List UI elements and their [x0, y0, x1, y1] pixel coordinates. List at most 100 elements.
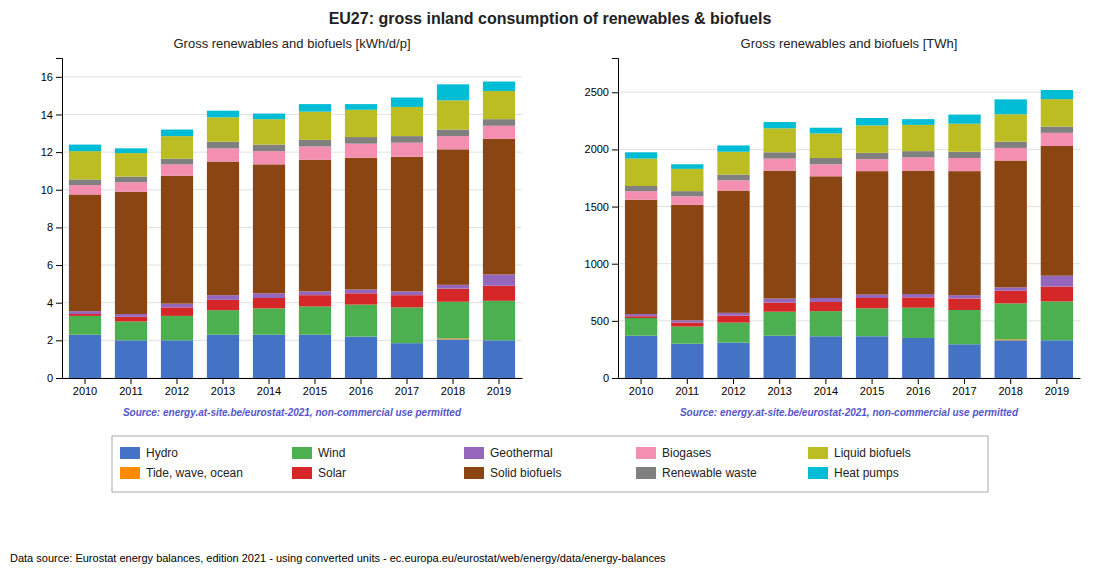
bar-segment [625, 191, 657, 200]
legend-swatch [120, 447, 140, 459]
tick: 2018 [441, 378, 465, 397]
legend-swatch [808, 467, 828, 479]
bar-segment [764, 299, 796, 303]
tick-label: 2016 [349, 385, 373, 397]
legend-label: Solid biofuels [490, 466, 561, 480]
chart-title: Gross renewables and biofuels [kWh/d/p] [173, 36, 410, 51]
tick-mark [56, 303, 62, 304]
bar-segment [995, 291, 1027, 304]
bar-segment [625, 152, 657, 158]
bar-segment [437, 136, 469, 149]
tick-mark [177, 378, 178, 384]
bar-segment [161, 159, 193, 165]
legend-swatch [120, 467, 140, 479]
bar-segment [995, 287, 1027, 290]
tick: 2018 [998, 378, 1022, 397]
bar-segment [810, 133, 842, 158]
tick-mark [56, 190, 62, 191]
bar-segment [671, 344, 703, 378]
bar-segment [902, 157, 934, 170]
grid-line [62, 76, 522, 77]
tick-label: 2016 [906, 385, 930, 397]
annotation: Source: energy.at-site.be/eurostat-2021,… [680, 407, 1019, 418]
bar-segment [625, 200, 657, 314]
tick-label: 2017 [395, 385, 419, 397]
bar-segment [717, 343, 749, 378]
legend-label: Tide, wave, ocean [146, 466, 243, 480]
legend-swatch [636, 467, 656, 479]
bar-segment [483, 82, 515, 91]
tick-label: 2011 [119, 385, 143, 397]
tick-label: 2015 [303, 385, 327, 397]
bar-segment [764, 159, 796, 171]
bar-segment [437, 285, 469, 289]
bar-segment [299, 140, 331, 147]
tick-mark [872, 378, 873, 384]
legend-item: Heat pumps [808, 466, 899, 480]
bar-segment [437, 84, 469, 100]
grid-line [618, 92, 1080, 93]
bar-segment [483, 91, 515, 119]
bar-segment [391, 143, 423, 157]
tick-mark [1056, 378, 1057, 384]
x-axis: 2010201120122013201420152016201720182019 [619, 378, 1081, 397]
tick: 2011 [675, 378, 699, 397]
bar-segment [948, 152, 980, 158]
bar-segment [671, 327, 703, 344]
bar-segment [948, 115, 980, 124]
bar-segment [764, 122, 796, 128]
bar-segment [253, 151, 285, 164]
bar-segment [1041, 301, 1073, 340]
bar-segment [717, 180, 749, 190]
bar-segment [717, 316, 749, 323]
bar-segment [391, 291, 423, 295]
tick: 2015 [303, 378, 327, 397]
tick-label: 2015 [860, 385, 884, 397]
bar-segment [1041, 146, 1073, 276]
legend-item: Renewable waste [636, 466, 757, 480]
bar-segment [483, 126, 515, 139]
tick: 1500 [585, 201, 618, 213]
bar-series [625, 90, 1073, 169]
legend-item: Tide, wave, ocean [120, 466, 243, 480]
bar-segment [115, 322, 147, 341]
bar-segment [717, 152, 749, 175]
bar-segment [69, 179, 101, 185]
tick-mark [612, 92, 618, 93]
tick: 2017 [395, 378, 419, 397]
bar-segment [207, 300, 239, 310]
tick-mark [779, 378, 780, 384]
tick-label: 2014 [257, 385, 281, 397]
tick-label: 2019 [487, 385, 511, 397]
legend: HydroTide, wave, oceanWindSolarGeotherma… [112, 436, 988, 492]
bar-segment [948, 158, 980, 171]
tick-mark [453, 378, 454, 384]
bar-segment [253, 145, 285, 152]
tick: 1000 [585, 258, 618, 270]
bar-segment [902, 297, 934, 307]
tick-label: 14 [41, 108, 53, 120]
bar-segment [345, 290, 377, 294]
bar-segment [115, 314, 147, 317]
tick: 4 [47, 297, 62, 309]
bar-segment [671, 191, 703, 196]
tick: 2000 [585, 143, 618, 155]
bar-segment [810, 302, 842, 311]
tick-mark [56, 265, 62, 266]
bar-segment [391, 157, 423, 292]
tick-label: 2013 [767, 385, 791, 397]
bar-segment [995, 142, 1027, 148]
tick: 2019 [487, 378, 511, 397]
footer: Data source: Eurostat energy balances, e… [10, 552, 666, 564]
bar-segment [207, 310, 239, 334]
bar-segment [253, 119, 285, 144]
bar-segment [345, 137, 377, 144]
bar-segment [810, 176, 842, 298]
bar-segment [437, 339, 469, 378]
bar-series [69, 335, 515, 378]
legend-item: Solar [292, 466, 346, 480]
marks [625, 90, 1073, 378]
legend-swatch [292, 467, 312, 479]
bar-segment [483, 286, 515, 301]
bar-segment [253, 164, 285, 293]
